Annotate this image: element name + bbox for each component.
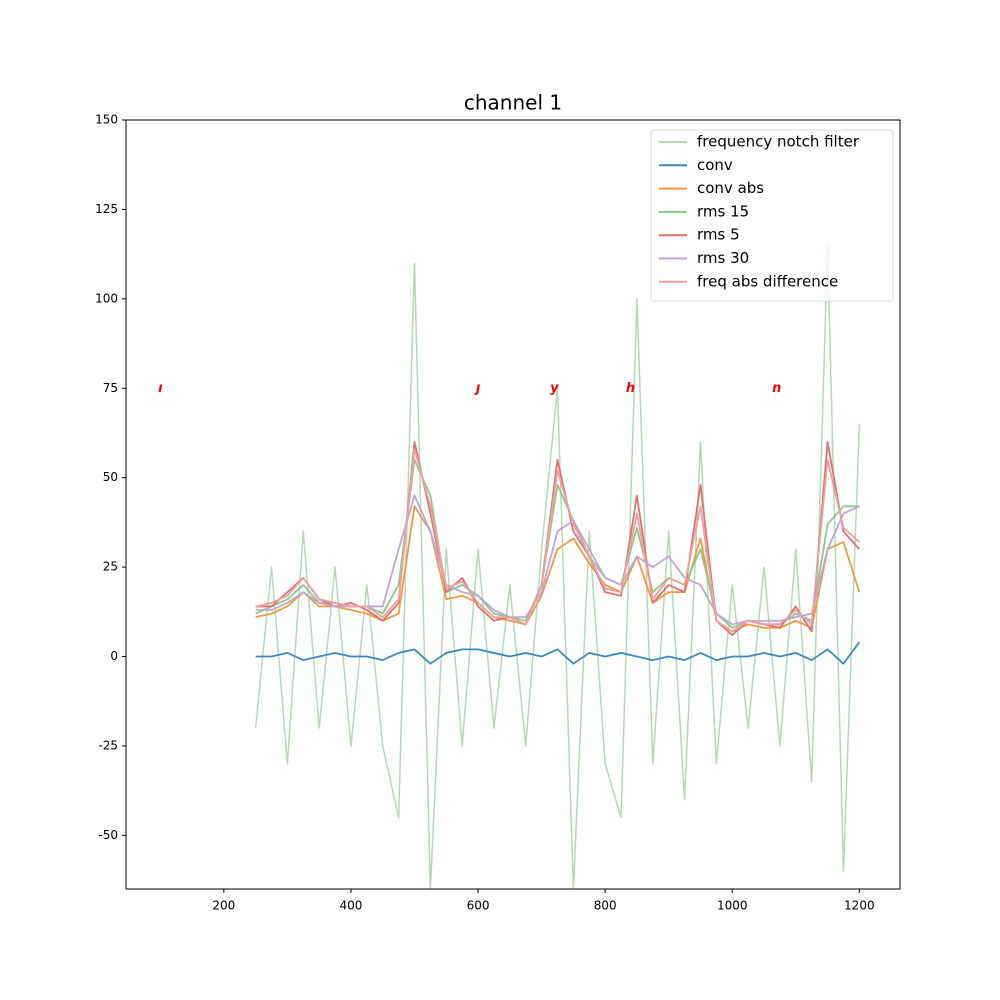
x-tick-label: 600: [467, 899, 490, 913]
legend-label: freq abs difference: [697, 272, 838, 290]
legend-label: frequency notch filter: [697, 133, 860, 151]
series-line: [255, 641, 861, 665]
legend-box: [650, 129, 894, 302]
series-line: [255, 505, 861, 633]
axes-frame: [125, 119, 901, 890]
x-tick-label: 400: [340, 899, 363, 913]
legend-label: rms 5: [697, 226, 740, 244]
legend-label: rms 15: [697, 202, 749, 220]
series-line: [255, 448, 860, 633]
annotation: n: [772, 381, 781, 396]
series-line: [254, 244, 861, 889]
y-tick-label: 25: [103, 560, 118, 574]
y-tick-label: 150: [95, 113, 118, 127]
y-tick-label: -50: [98, 828, 118, 842]
legend-label: rms 30: [697, 249, 749, 267]
annotation: ı: [158, 381, 163, 396]
x-tick-label: 200: [212, 899, 235, 913]
x-tick-label: 800: [594, 899, 617, 913]
y-tick-label: 0: [110, 649, 118, 663]
annotation: y: [550, 381, 559, 396]
y-tick-label: 125: [95, 202, 118, 216]
annotation: ȷ: [474, 381, 481, 396]
x-tick-label: 1000: [717, 899, 748, 913]
y-tick-label: -25: [98, 738, 118, 752]
y-tick-label: 75: [103, 381, 118, 395]
legend-label: conv abs: [697, 179, 764, 197]
series-line: [255, 458, 860, 629]
y-tick-label: 50: [103, 470, 118, 484]
chart-title: channel 1: [464, 91, 562, 115]
y-tick-label: 100: [95, 291, 118, 305]
x-tick-label: 1200: [844, 899, 875, 913]
legend-label: conv: [697, 156, 733, 174]
annotation: h: [626, 381, 635, 396]
